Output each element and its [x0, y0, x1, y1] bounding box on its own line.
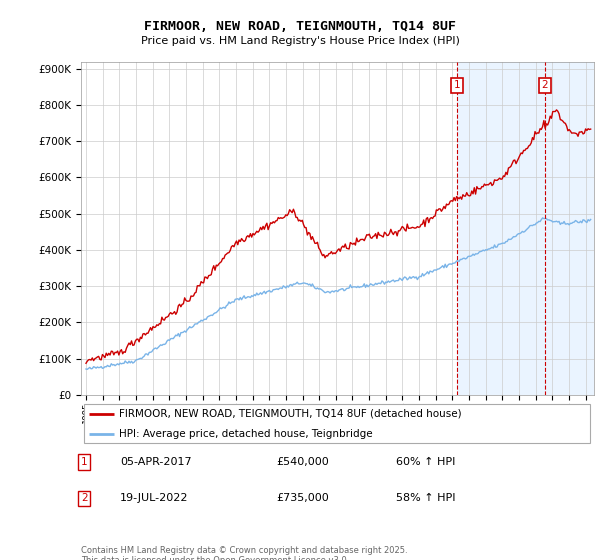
- Text: 1: 1: [454, 80, 460, 90]
- Text: 1: 1: [81, 457, 88, 467]
- Text: £540,000: £540,000: [276, 457, 329, 467]
- Text: Price paid vs. HM Land Registry's House Price Index (HPI): Price paid vs. HM Land Registry's House …: [140, 36, 460, 46]
- Text: 2: 2: [81, 493, 88, 503]
- Bar: [457, 62, 600, 395]
- Text: Contains HM Land Registry data © Crown copyright and database right 2025.
This d: Contains HM Land Registry data © Crown c…: [81, 546, 407, 560]
- Text: 2: 2: [542, 80, 548, 90]
- Text: £735,000: £735,000: [276, 493, 329, 503]
- Text: 05-APR-2017: 05-APR-2017: [120, 457, 191, 467]
- Text: HPI: Average price, detached house, Teignbridge: HPI: Average price, detached house, Teig…: [119, 430, 373, 439]
- Text: 60% ↑ HPI: 60% ↑ HPI: [396, 457, 455, 467]
- Text: 58% ↑ HPI: 58% ↑ HPI: [396, 493, 455, 503]
- Text: 19-JUL-2022: 19-JUL-2022: [120, 493, 188, 503]
- Text: FIRMOOR, NEW ROAD, TEIGNMOUTH, TQ14 8UF: FIRMOOR, NEW ROAD, TEIGNMOUTH, TQ14 8UF: [144, 20, 456, 32]
- FancyBboxPatch shape: [83, 404, 590, 443]
- Text: FIRMOOR, NEW ROAD, TEIGNMOUTH, TQ14 8UF (detached house): FIRMOOR, NEW ROAD, TEIGNMOUTH, TQ14 8UF …: [119, 409, 462, 419]
